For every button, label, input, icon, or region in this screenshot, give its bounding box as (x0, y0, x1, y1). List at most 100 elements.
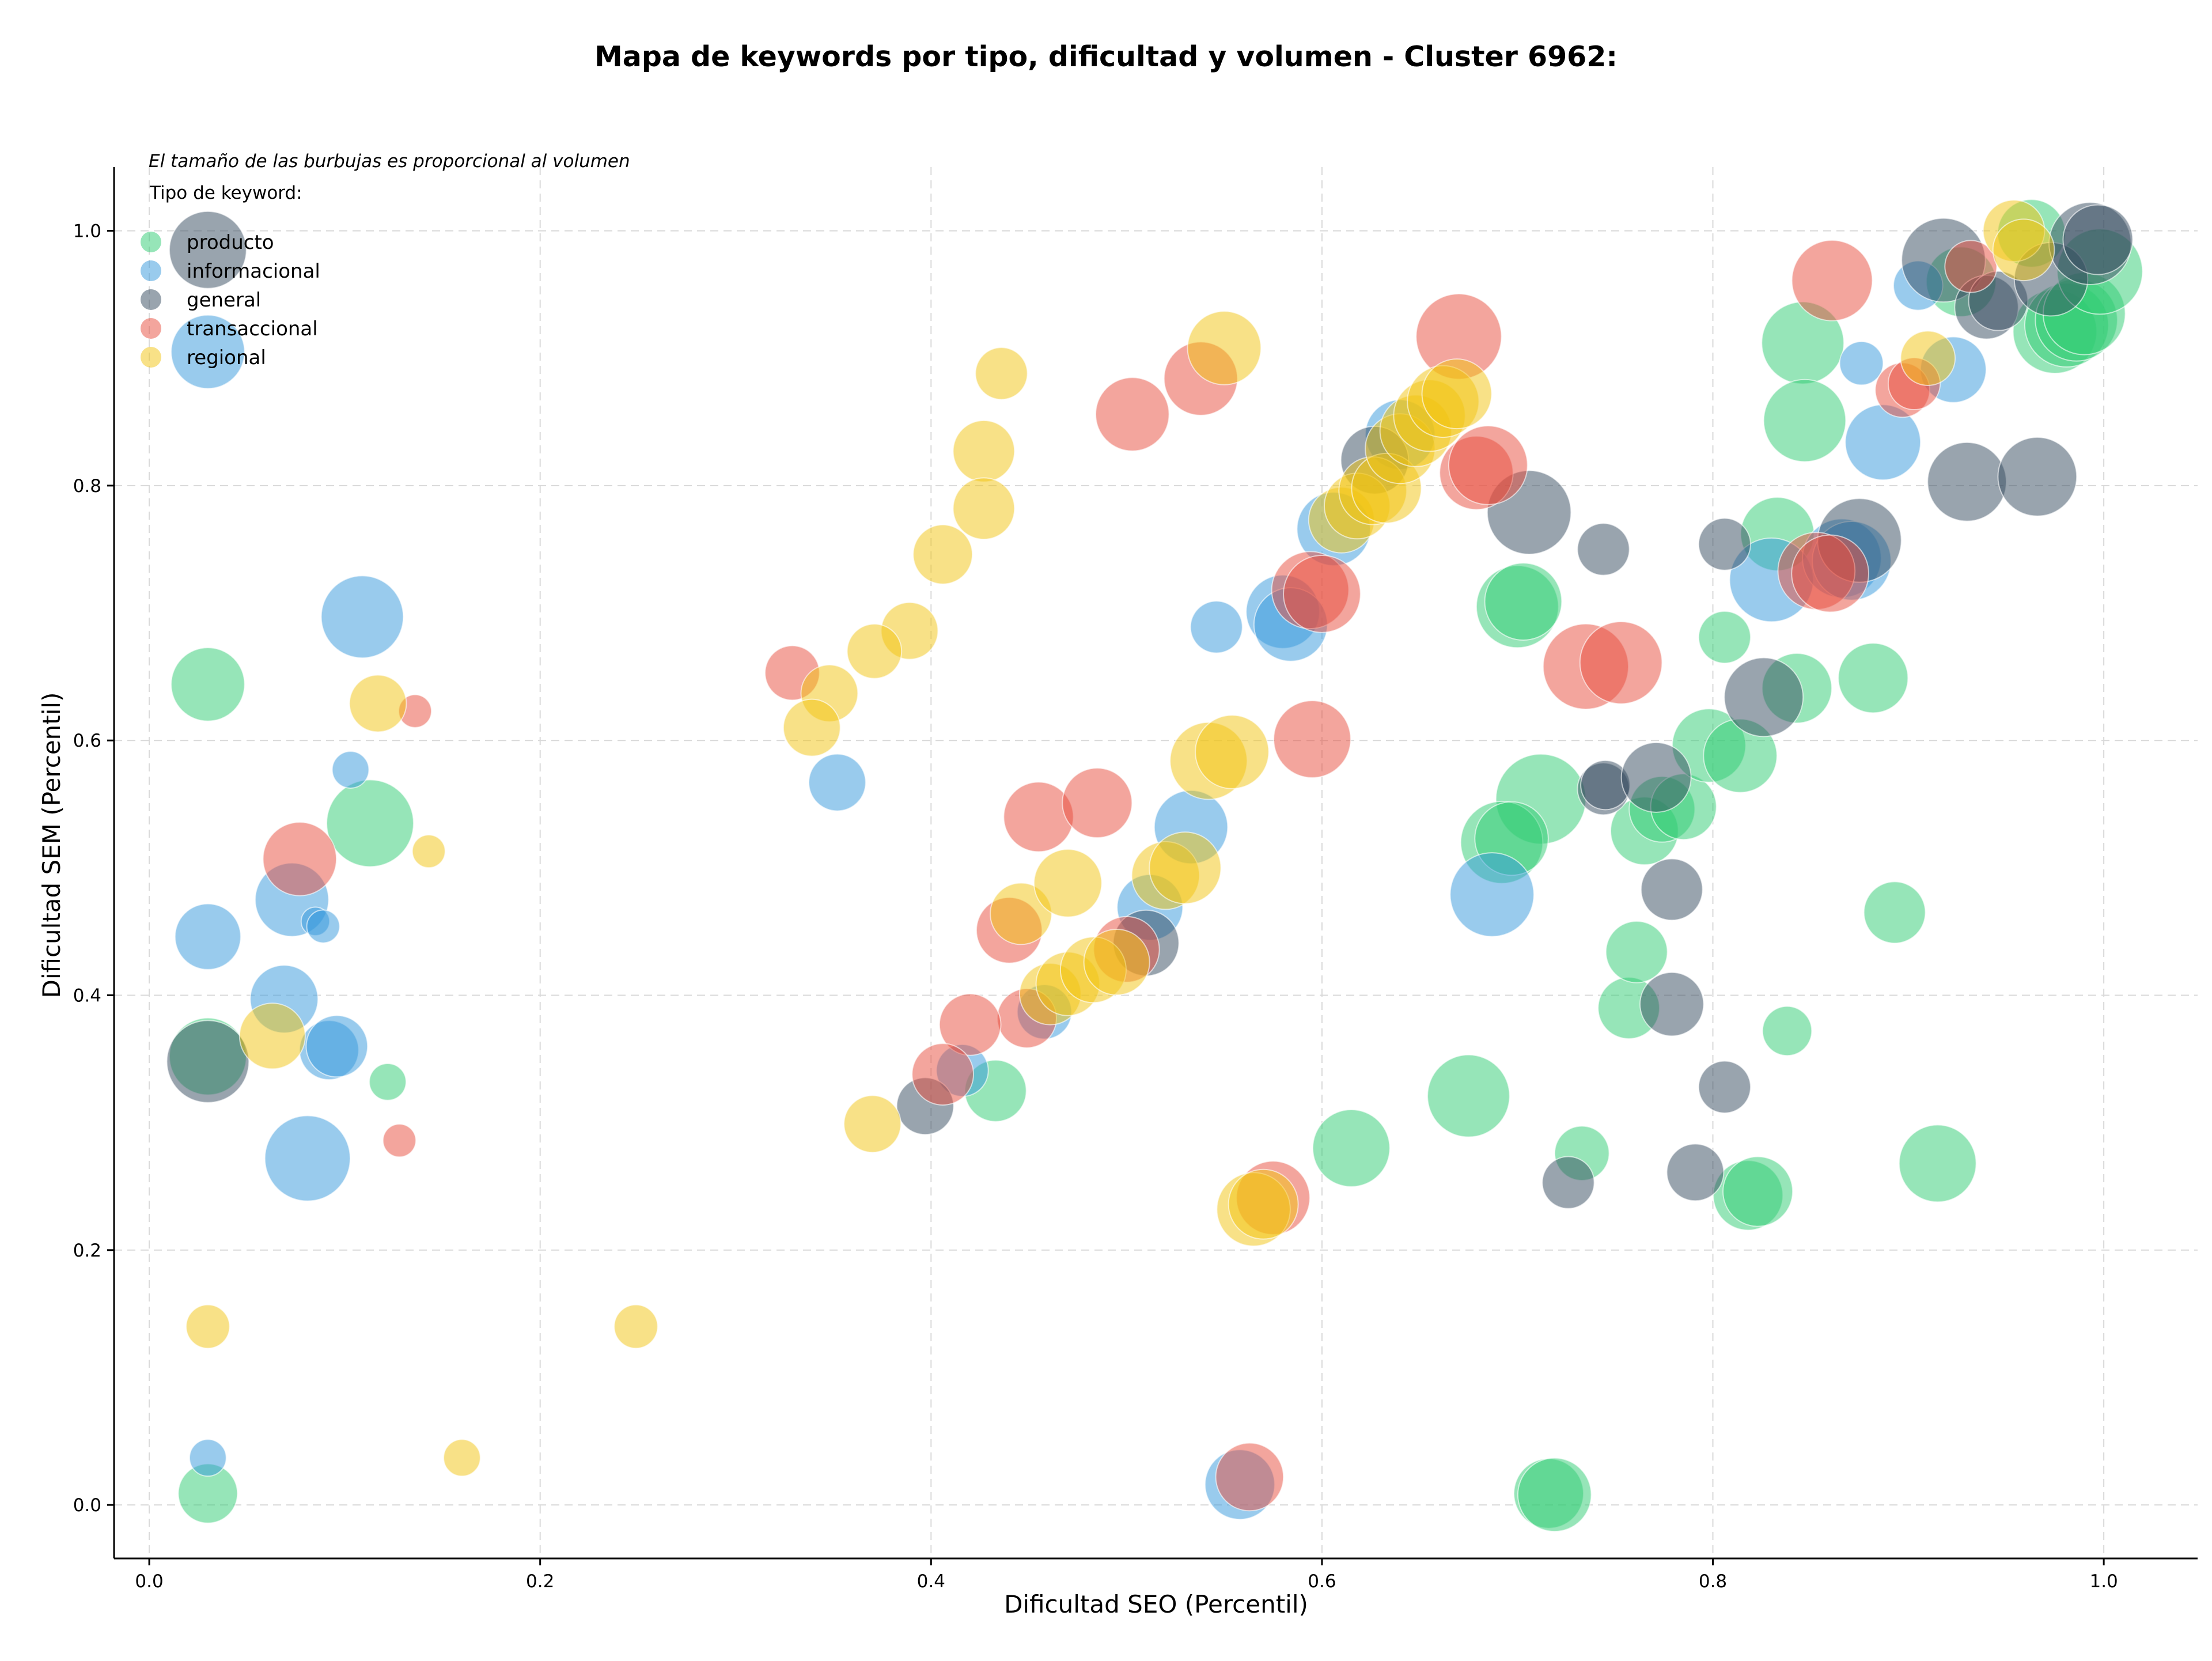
bubble-transaccional (1003, 781, 1074, 853)
bubble-producto (1484, 562, 1563, 641)
bubble-regional (1421, 358, 1493, 430)
bubble-informacional (171, 314, 245, 389)
x-tick-label: 0.8 (1699, 1571, 1727, 1592)
bubble-general (1577, 523, 1630, 576)
bubble-producto (171, 647, 245, 722)
legend-marker-transaccional (141, 318, 161, 339)
y-tick-label: 0.2 (73, 1240, 101, 1261)
bubble-producto (1863, 881, 1926, 944)
bubble-regional (185, 1304, 230, 1349)
bubble-producto (369, 1063, 407, 1101)
x-axis-title: Dificultad SEO (Percentil) (1004, 1590, 1308, 1618)
bubble-producto (1838, 642, 1909, 714)
legend-marker-regional (141, 347, 161, 368)
bubble-regional (1033, 849, 1103, 918)
bubble-informacional (174, 903, 241, 970)
legend-marker-producto (141, 232, 161, 252)
bubble-transaccional (1944, 240, 1998, 293)
y-tick-label: 0.0 (73, 1495, 101, 1516)
bubble-transaccional (911, 1043, 975, 1106)
bubble-transaccional (1095, 377, 1170, 452)
bubble-transaccional (1273, 700, 1351, 778)
ticks: 0.0 0.2 0.4 0.6 0.8 1.0 0.0 0.2 0.4 0.6 0.8 1.0 (73, 221, 2118, 1592)
grid (114, 167, 2198, 1558)
bubble-regional (1149, 831, 1222, 905)
bubble-informacional (808, 753, 866, 812)
bubble-transaccional (1283, 554, 1361, 633)
bubble-regional (952, 419, 1016, 483)
bubble-producto (1763, 379, 1847, 463)
x-tick-label: 0.0 (135, 1571, 163, 1592)
bubble-regional (349, 674, 407, 733)
legend-size-note: El tamaño de las burbujas es proporciona… (149, 151, 630, 172)
bubble-transaccional (1215, 1442, 1285, 1512)
bubble-producto (1698, 610, 1751, 664)
bubble-transaccional (262, 822, 338, 896)
bubble-general (1698, 1060, 1751, 1114)
bubble-regional (411, 834, 446, 869)
bubble-informacional (331, 751, 370, 789)
bubble-producto (1898, 1124, 1977, 1203)
y-axis-title: Dificultad SEM (Percentil) (37, 693, 66, 998)
bubble-transaccional (382, 1123, 416, 1158)
bubble-general (1698, 517, 1751, 571)
bubble-informacional (1190, 600, 1243, 654)
bubble-producto (326, 779, 414, 868)
bubble-regional (613, 1304, 658, 1349)
chart-title: Mapa de keywords por tipo, dificultad y … (594, 40, 1618, 73)
bubble-regional (443, 1439, 481, 1477)
x-tick-label: 0.2 (526, 1571, 554, 1592)
bubble-regional (990, 882, 1052, 945)
bubble-general (168, 210, 247, 289)
bubble-transaccional (1579, 621, 1663, 705)
bubble-regional (1083, 928, 1150, 996)
bubble-producto (1722, 1156, 1794, 1227)
bubble-transaccional (1791, 239, 1873, 321)
bubble-regional (912, 524, 974, 585)
bubble-regional (1900, 330, 1956, 387)
legend-label-producto: producto (187, 231, 274, 254)
y-tick-label: 0.6 (73, 731, 101, 751)
legend-label-general: general (187, 289, 261, 312)
y-tick-label: 0.8 (73, 476, 101, 497)
bubble-informacional (305, 1015, 369, 1078)
bubble-producto (1605, 920, 1668, 983)
bubble-regional (1195, 714, 1270, 789)
x-tick-label: 1.0 (2089, 1571, 2118, 1592)
bubble-general (1639, 971, 1705, 1037)
bubble-general (1927, 441, 2007, 522)
bubble-transaccional (938, 993, 1002, 1056)
legend-label-transaccional: transaccional (187, 317, 318, 340)
legend-marker-informacional (141, 260, 161, 281)
bubble-regional (238, 1002, 306, 1070)
axes (113, 167, 2198, 1560)
bubble-general (1997, 437, 2078, 517)
legend: El tamaño de las burbujas es proporciona… (141, 151, 630, 369)
legend-title: Tipo de keyword: (149, 183, 302, 203)
legend-items: producto informacional general transacciona… (141, 231, 320, 369)
bubble-informacional (320, 575, 404, 659)
x-tick-label: 0.4 (917, 1571, 945, 1592)
bubble-transaccional (1791, 534, 1869, 613)
bubble-general (1541, 1156, 1595, 1209)
legend-label-informacional: informacional (187, 260, 320, 283)
bubble-informacional (306, 909, 340, 944)
bubble-regional (1187, 311, 1262, 385)
bubble-regional (975, 347, 1028, 400)
bubble-regional (1228, 1168, 1299, 1240)
bubble-general (2062, 204, 2134, 275)
legend-label-regional: regional (187, 346, 266, 369)
y-tick-label: 1.0 (73, 221, 101, 242)
bubble-general (1666, 1143, 1725, 1202)
bubble-regional (1992, 218, 2055, 282)
legend-marker-general (141, 289, 161, 310)
bubble-regional (846, 623, 903, 679)
bubble-regional (843, 1095, 902, 1153)
bubble-regional (782, 698, 841, 757)
bubble-producto (1312, 1109, 1391, 1187)
bubble-transaccional (1448, 425, 1528, 505)
bubble-informacional (188, 1439, 227, 1477)
bubble-informacional (1839, 340, 1884, 386)
y-tick-label: 0.4 (73, 986, 101, 1007)
